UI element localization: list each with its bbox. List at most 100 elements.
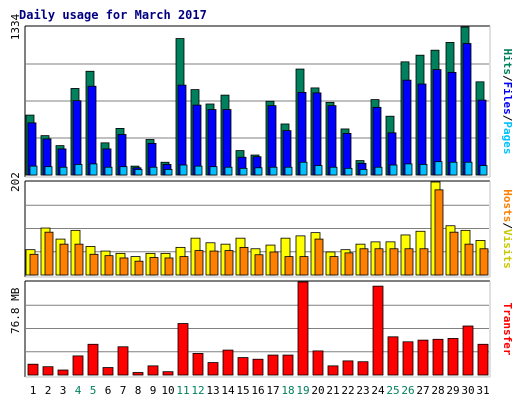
hosts-bar bbox=[464, 243, 474, 276]
files-bar bbox=[477, 99, 487, 176]
files-bar bbox=[87, 85, 97, 176]
day-label: 14 bbox=[221, 384, 235, 397]
page-title: Daily usage for March 2017 bbox=[19, 8, 207, 22]
day-label: 25 bbox=[386, 384, 399, 397]
transfer-bar bbox=[402, 341, 414, 376]
files-bar bbox=[447, 71, 457, 176]
hosts-bar bbox=[374, 248, 384, 276]
pages-bar bbox=[359, 169, 368, 176]
files-bar bbox=[402, 79, 412, 176]
day-label: 20 bbox=[311, 384, 324, 397]
pages-bar bbox=[44, 166, 53, 176]
pages-bar bbox=[164, 169, 173, 176]
transfer-bar bbox=[192, 353, 204, 376]
transfer-bar bbox=[132, 372, 144, 376]
day-label: 29 bbox=[446, 384, 459, 397]
files-bar bbox=[267, 105, 277, 176]
hosts-bar bbox=[224, 250, 234, 276]
transfer-bar bbox=[252, 358, 264, 376]
files-bar bbox=[462, 43, 472, 176]
visits-ymax-label: 202 bbox=[9, 172, 22, 192]
hosts-bar bbox=[329, 256, 339, 276]
hosts-bar bbox=[359, 248, 369, 276]
files-bar bbox=[372, 106, 382, 176]
day-label: 24 bbox=[371, 384, 385, 397]
pages-bar bbox=[209, 166, 218, 176]
day-label: 7 bbox=[120, 384, 127, 397]
hosts-bar bbox=[314, 238, 324, 276]
hosts-bar bbox=[134, 260, 144, 276]
hosts-bar bbox=[344, 252, 354, 276]
transfer-bar bbox=[477, 343, 489, 376]
transfer-bar bbox=[147, 365, 159, 376]
transfer-bar bbox=[237, 357, 249, 376]
files-bar bbox=[192, 104, 202, 176]
day-label: 9 bbox=[150, 384, 157, 397]
transfer-bar bbox=[417, 339, 429, 376]
day-label: 4 bbox=[75, 384, 82, 397]
files-bar bbox=[312, 92, 322, 176]
hosts-bar bbox=[194, 250, 204, 276]
pages-bar bbox=[59, 166, 68, 176]
pages-bar bbox=[119, 166, 128, 176]
transfer-bar bbox=[372, 285, 384, 376]
transfer-bar bbox=[27, 363, 39, 376]
hosts-visits-axis-label: Hosts/Visits bbox=[501, 189, 512, 269]
day-label: 31 bbox=[476, 384, 489, 397]
day-label: 3 bbox=[60, 384, 67, 397]
pages-bar bbox=[179, 164, 188, 176]
day-label: 11 bbox=[176, 384, 189, 397]
day-label: 19 bbox=[296, 384, 309, 397]
transfer-ymax-label: 76.8 MB bbox=[9, 287, 22, 334]
pages-bar bbox=[479, 165, 488, 176]
pages-bar bbox=[29, 165, 38, 176]
pages-bar bbox=[374, 166, 383, 176]
transfer-bar bbox=[447, 338, 459, 376]
day-label: 8 bbox=[135, 384, 142, 397]
pages-bar bbox=[404, 163, 413, 176]
day-label: 22 bbox=[341, 384, 354, 397]
hits-files-pages-axis-label: Hits/Files/Pages bbox=[501, 49, 512, 155]
pages-bar bbox=[239, 167, 248, 176]
hosts-bar bbox=[389, 248, 399, 276]
day-label: 1 bbox=[30, 384, 37, 397]
day-label: 18 bbox=[281, 384, 294, 397]
hosts-bar bbox=[164, 257, 174, 276]
pages-bar bbox=[434, 161, 443, 176]
pages-bar bbox=[299, 161, 308, 176]
hosts-bar bbox=[104, 255, 114, 276]
pages-bar bbox=[464, 161, 473, 176]
transfer-bar bbox=[42, 366, 54, 376]
hosts-bar bbox=[74, 243, 84, 276]
day-label: 30 bbox=[461, 384, 474, 397]
transfer-bar bbox=[432, 338, 444, 376]
hosts-bar bbox=[179, 256, 189, 276]
pages-bar bbox=[419, 164, 428, 176]
hosts-bar bbox=[449, 231, 459, 276]
transfer-bar bbox=[117, 346, 129, 376]
hosts-bar bbox=[404, 248, 414, 276]
transfer-bar bbox=[222, 349, 234, 376]
hosts-bar bbox=[479, 248, 489, 276]
hosts-bar bbox=[434, 189, 444, 276]
day-label: 15 bbox=[236, 384, 249, 397]
transfer-bar bbox=[357, 361, 369, 376]
hosts-bar bbox=[239, 246, 249, 276]
pages-bar bbox=[224, 166, 233, 176]
day-label: 2 bbox=[45, 384, 52, 397]
transfer-bar bbox=[282, 354, 294, 376]
pages-bar bbox=[149, 166, 158, 176]
day-label: 12 bbox=[191, 384, 204, 397]
pages-bar bbox=[254, 167, 263, 176]
transfer-bar bbox=[162, 371, 174, 376]
day-label: 26 bbox=[401, 384, 414, 397]
transfer-bar bbox=[72, 355, 84, 376]
pages-bar bbox=[194, 165, 203, 176]
day-label: 16 bbox=[251, 384, 264, 397]
hosts-bar bbox=[299, 256, 309, 276]
transfer-bar bbox=[87, 343, 99, 376]
pages-bar bbox=[449, 161, 458, 176]
pages-bar bbox=[344, 167, 353, 176]
day-label: 23 bbox=[356, 384, 369, 397]
transfer-bar bbox=[177, 323, 189, 376]
